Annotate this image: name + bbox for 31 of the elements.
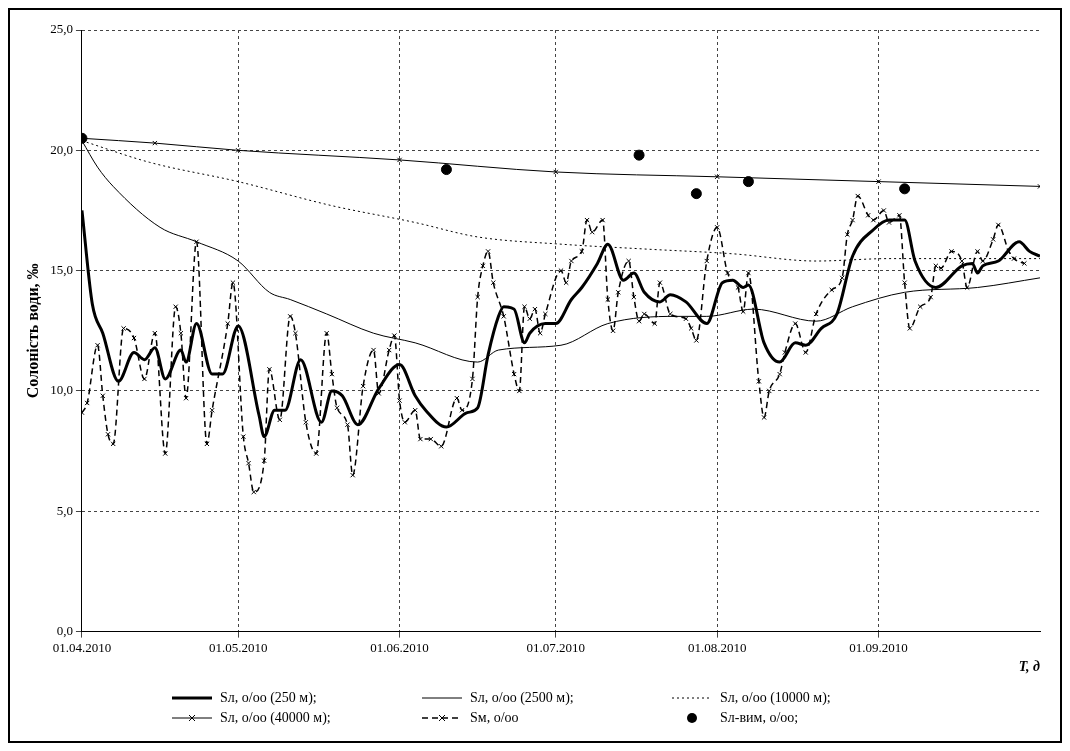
point	[899, 183, 911, 195]
point	[553, 169, 559, 175]
point	[396, 157, 403, 163]
point	[633, 149, 645, 161]
point	[690, 188, 702, 200]
y-tick-label: 20,0	[50, 141, 73, 157]
legend-label: Sл, о/оо (40000 м);	[220, 710, 331, 726]
y-tick-label: 0,0	[56, 623, 73, 639]
point	[235, 147, 241, 153]
legend-label: Sл, о/оо (2500 м);	[470, 690, 574, 706]
point	[875, 178, 882, 185]
point	[152, 140, 158, 146]
x-axis-title: T, д	[1018, 659, 1041, 675]
point	[714, 174, 720, 180]
legend-label: Sл, о/оо (10000 м);	[720, 690, 831, 706]
y-tick-label: 25,0	[50, 21, 73, 37]
y-axis-title: Солоність води, ‰	[23, 263, 41, 399]
x-tick-label: 01.09.2010	[849, 639, 908, 655]
x-tick-label: 01.04.2010	[52, 639, 112, 655]
point	[440, 164, 452, 176]
x-tick-label: 01.06.2010	[370, 639, 429, 655]
legend-label: Sм, о/оо	[470, 710, 519, 726]
y-tick-label: 15,0	[50, 262, 73, 278]
point	[742, 176, 754, 188]
x-tick-label: 01.07.2010	[526, 639, 586, 655]
y-tick-label: 10,0	[50, 382, 73, 398]
x-tick-label: 01.05.2010	[208, 639, 268, 655]
x-tick-label: 01.08.2010	[687, 639, 747, 655]
y-tick-label: 5,0	[56, 502, 73, 518]
legend-label: Sл-вим, о/оо;	[720, 710, 799, 726]
legend-label: Sл, о/оо (250 м);	[220, 690, 317, 706]
